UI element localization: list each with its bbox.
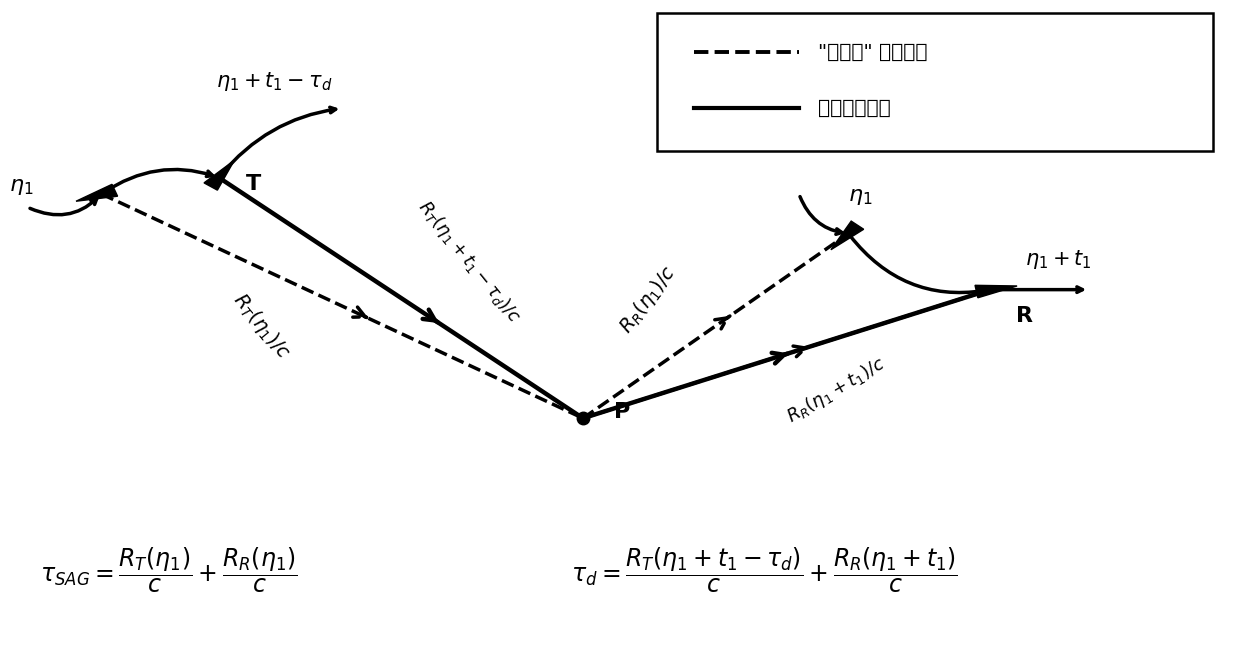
Text: $\tau_d=\dfrac{R_T(\eta_1+t_1-\tau_d)}{c}+\dfrac{R_R(\eta_1+t_1)}{c}$: $\tau_d=\dfrac{R_T(\eta_1+t_1-\tau_d)}{c… bbox=[570, 545, 957, 595]
Text: $R_R(\eta_1+t_1)/c$: $R_R(\eta_1+t_1)/c$ bbox=[782, 352, 889, 428]
Text: $\eta_1$: $\eta_1$ bbox=[848, 188, 873, 207]
Text: $R_T(\eta_1)/c$: $R_T(\eta_1)/c$ bbox=[228, 288, 295, 364]
Text: $\eta_1+t_1$: $\eta_1+t_1$ bbox=[1024, 249, 1091, 271]
Text: P: P bbox=[614, 402, 630, 422]
Text: $\eta_1+t_1-\tau_d$: $\eta_1+t_1-\tau_d$ bbox=[216, 70, 332, 93]
Text: R: R bbox=[1017, 306, 1033, 326]
Polygon shape bbox=[76, 184, 118, 201]
Text: $R_R(\eta_1)/c$: $R_R(\eta_1)/c$ bbox=[615, 261, 681, 338]
FancyArrowPatch shape bbox=[423, 310, 438, 323]
Polygon shape bbox=[831, 221, 864, 250]
Polygon shape bbox=[205, 160, 234, 190]
Text: T: T bbox=[246, 174, 260, 194]
FancyArrowPatch shape bbox=[771, 353, 787, 364]
FancyArrowPatch shape bbox=[794, 346, 807, 356]
FancyArrowPatch shape bbox=[353, 307, 367, 318]
Text: "停走停" 传播路径: "停走停" 传播路径 bbox=[817, 43, 928, 62]
Text: $\tau_{SAG}=\dfrac{R_T(\eta_1)}{c}+\dfrac{R_R(\eta_1)}{c}$: $\tau_{SAG}=\dfrac{R_T(\eta_1)}{c}+\dfra… bbox=[40, 545, 298, 595]
Text: 实际传播路径: 实际传播路径 bbox=[817, 99, 890, 118]
Text: $R_T(\eta_1+t_1-\tau_d)/c$: $R_T(\eta_1+t_1-\tau_d)/c$ bbox=[413, 196, 525, 327]
Text: $\eta_1$: $\eta_1$ bbox=[9, 178, 33, 198]
Polygon shape bbox=[975, 285, 1017, 298]
FancyBboxPatch shape bbox=[657, 13, 1213, 151]
FancyArrowPatch shape bbox=[714, 316, 730, 329]
